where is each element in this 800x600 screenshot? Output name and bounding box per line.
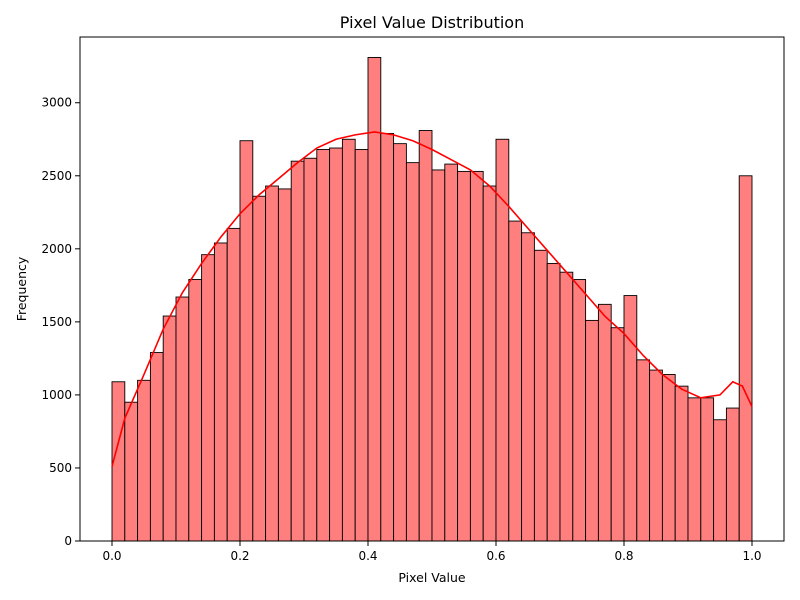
histogram-bar bbox=[354, 149, 369, 542]
histogram-bar bbox=[290, 160, 305, 542]
x-axis-label: Pixel Value bbox=[398, 570, 466, 585]
x-tick-label: 1.0 bbox=[742, 549, 761, 563]
histogram-bar bbox=[162, 315, 177, 542]
histogram-bar bbox=[508, 220, 523, 542]
histogram-bar bbox=[124, 401, 139, 542]
histogram-bar bbox=[482, 185, 497, 542]
y-tick-label: 0 bbox=[64, 534, 72, 548]
histogram-bar bbox=[636, 359, 651, 542]
y-tick-label: 2000 bbox=[41, 242, 72, 256]
histogram-bar bbox=[687, 397, 702, 542]
histogram-bar bbox=[649, 369, 663, 542]
histogram-bar bbox=[597, 303, 612, 542]
histogram-bar bbox=[521, 232, 535, 542]
histogram-bar bbox=[700, 397, 715, 542]
histogram-bar bbox=[738, 175, 753, 542]
histogram-bar bbox=[572, 279, 587, 542]
histogram-bar bbox=[226, 227, 241, 542]
histogram-bar bbox=[559, 271, 574, 542]
histogram-bar bbox=[213, 242, 228, 542]
x-tick-label: 0.4 bbox=[358, 549, 377, 563]
histogram-bar bbox=[277, 188, 292, 542]
x-tick-label: 0.0 bbox=[102, 549, 121, 563]
histogram-bar bbox=[188, 279, 203, 542]
histogram-bar bbox=[418, 130, 433, 542]
histogram-bar bbox=[367, 57, 382, 542]
y-tick-label: 1000 bbox=[41, 388, 72, 402]
histogram-bar bbox=[175, 296, 190, 542]
y-axis-label: Frequency bbox=[14, 256, 29, 321]
histogram-bar bbox=[457, 170, 471, 542]
histogram-bar bbox=[316, 149, 331, 542]
x-axis-ticks: 0.0 0.2 0.4 0.6 0.8 1.0 bbox=[102, 541, 762, 563]
y-tick-label: 2500 bbox=[41, 169, 72, 183]
histogram-bar bbox=[341, 138, 356, 542]
plot-frame bbox=[79, 36, 785, 542]
histogram-bar bbox=[380, 132, 395, 542]
histogram-bar bbox=[661, 374, 676, 542]
histogram-bar bbox=[252, 195, 267, 542]
y-axis-ticks: 0 500 1000 1500 2000 2500 3000 bbox=[41, 96, 80, 548]
x-tick-label: 0.2 bbox=[230, 549, 249, 563]
histogram-bar bbox=[393, 143, 407, 542]
histogram-bar bbox=[265, 185, 279, 542]
histogram-bar bbox=[431, 169, 446, 542]
histogram-bar bbox=[303, 157, 318, 542]
chart-title: Pixel Value Distribution bbox=[340, 13, 524, 32]
y-tick-label: 1500 bbox=[41, 315, 72, 329]
histogram-bar bbox=[405, 162, 420, 542]
histogram-bar bbox=[239, 140, 254, 542]
histogram-bar bbox=[674, 385, 689, 542]
y-tick-label: 3000 bbox=[41, 96, 72, 110]
x-tick-label: 0.6 bbox=[486, 549, 505, 563]
histogram-bar bbox=[610, 327, 625, 542]
histogram-bar bbox=[149, 352, 164, 542]
histogram-bar bbox=[725, 407, 740, 542]
histogram-bar bbox=[201, 254, 215, 542]
histogram-bar bbox=[329, 147, 343, 542]
x-tick-label: 0.8 bbox=[614, 549, 633, 563]
kde-line bbox=[111, 131, 753, 467]
y-tick-label: 500 bbox=[49, 461, 72, 475]
histogram-bar bbox=[713, 419, 727, 542]
histogram-bar bbox=[546, 262, 561, 542]
histogram-bar bbox=[623, 295, 638, 542]
histogram-bar bbox=[444, 163, 459, 542]
histogram-bar bbox=[469, 170, 484, 542]
histogram-bar bbox=[585, 319, 599, 542]
histogram-bar bbox=[137, 379, 151, 542]
histogram-bar bbox=[533, 249, 548, 542]
